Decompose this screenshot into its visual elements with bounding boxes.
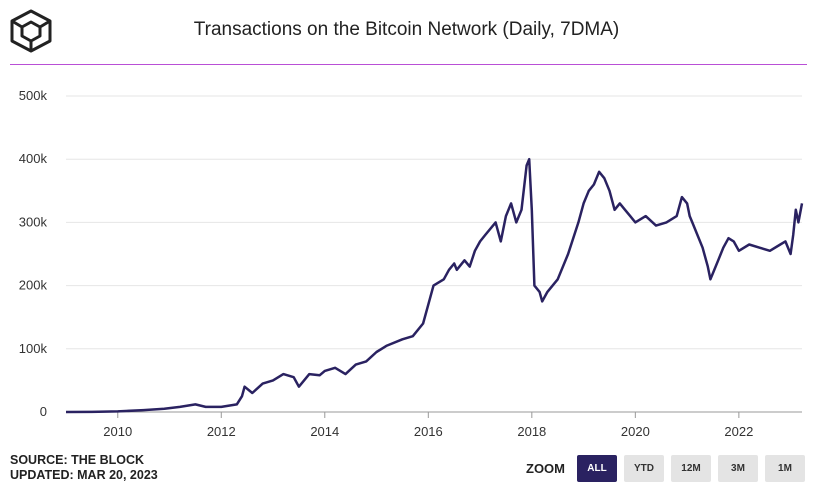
- zoom-ytd-button[interactable]: YTD: [624, 455, 664, 482]
- y-tick-label: 100k: [19, 341, 48, 356]
- y-tick-label: 0: [40, 404, 47, 419]
- title-divider: [10, 64, 807, 65]
- zoom-controls: ZOOM ALL YTD 12M 3M 1M: [526, 455, 805, 482]
- source-text: SOURCE: THE BLOCK: [10, 453, 145, 467]
- zoom-label: ZOOM: [526, 461, 565, 476]
- updated-text: UPDATED: MAR 20, 2023: [10, 468, 158, 482]
- x-tick-label: 2022: [724, 424, 753, 439]
- y-tick-label: 200k: [19, 278, 48, 293]
- y-tick-label: 400k: [19, 151, 48, 166]
- series-line: [65, 157, 804, 414]
- source-block: SOURCE: THE BLOCK UPDATED: MAR 20, 2023: [10, 453, 158, 483]
- zoom-3m-button[interactable]: 3M: [718, 455, 758, 482]
- x-tick-label: 2018: [517, 424, 546, 439]
- y-tick-label: 300k: [19, 214, 48, 229]
- x-tick-label: 2020: [621, 424, 650, 439]
- transactions-line-chart: 0 100k 200k 300k 400k 500k 2010 2012 2014 2016 201…: [19, 88, 804, 439]
- the-block-logo-icon: [8, 8, 54, 54]
- x-tick-label: 2016: [414, 424, 443, 439]
- chart-title: Transactions on the Bitcoin Network (Dai…: [193, 19, 620, 40]
- zoom-all-button[interactable]: ALL: [577, 455, 617, 482]
- y-tick-label: 500k: [19, 88, 48, 103]
- zoom-12m-button[interactable]: 12M: [671, 455, 711, 482]
- x-tick-label: 2012: [207, 424, 236, 439]
- zoom-1m-button[interactable]: 1M: [765, 455, 805, 482]
- x-tick-label: 2010: [103, 424, 132, 439]
- x-tick-label: 2014: [310, 424, 339, 439]
